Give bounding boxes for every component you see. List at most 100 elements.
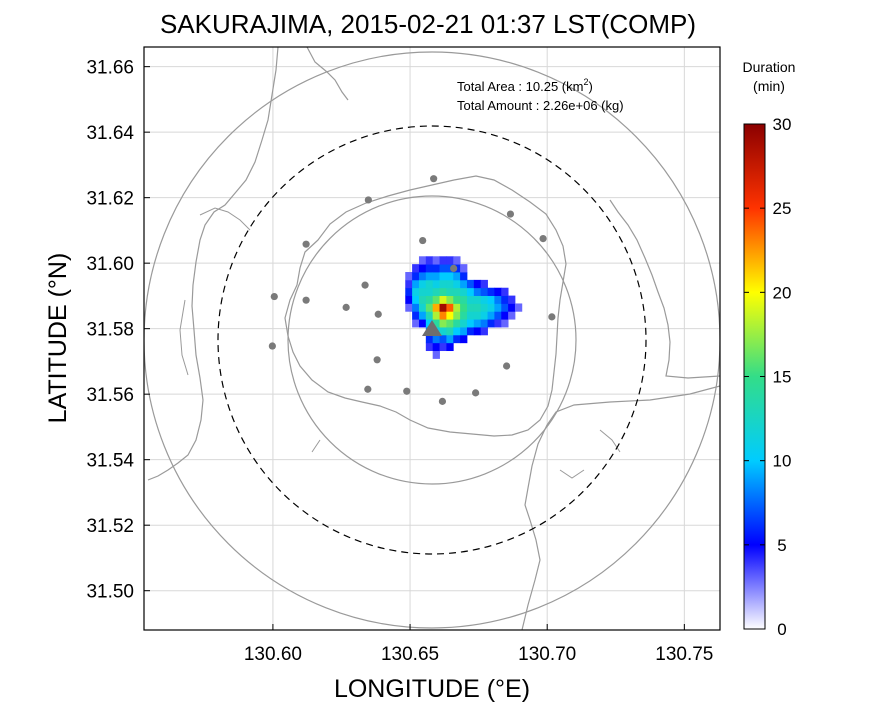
colorbar-tick-label-4: 20 — [773, 283, 792, 302]
duration-cell-73 — [453, 319, 461, 328]
radar-site-12 — [548, 313, 556, 321]
duration-cell-18 — [418, 279, 427, 289]
duration-cell-31 — [425, 272, 434, 281]
duration-cell-124 — [501, 311, 509, 320]
radar-site-11 — [374, 310, 382, 318]
duration-cell-105 — [473, 279, 482, 289]
duration-cell-112 — [480, 279, 488, 289]
coastline-west — [147, 47, 279, 481]
duration-cell-20 — [418, 264, 427, 273]
duration-cell-81 — [453, 256, 461, 265]
duration-cell-9 — [412, 287, 420, 296]
total-amount-text: Total Amount : 2.26e+06 (kg) — [457, 98, 624, 113]
x-axis-label: LONGITUDE (°E) — [334, 675, 530, 703]
duration-cell-36 — [432, 334, 440, 344]
y-tick-label-4: 31.58 — [86, 320, 134, 341]
duration-cell-115 — [487, 303, 495, 312]
x-tick-label-1: 130.65 — [381, 644, 439, 665]
duration-cell-72 — [453, 327, 461, 336]
duration-cell-125 — [501, 303, 509, 312]
duration-cell-104 — [473, 287, 482, 296]
duration-cell-60 — [446, 334, 454, 344]
x-tick-label-3: 130.75 — [655, 644, 713, 665]
duration-cell-13 — [418, 319, 427, 328]
colorbar-tick-label-5: 25 — [773, 199, 792, 218]
duration-cell-117 — [487, 287, 495, 296]
duration-cell-66 — [446, 287, 454, 296]
duration-cell-108 — [480, 311, 488, 320]
duration-cell-30 — [425, 279, 434, 289]
duration-cell-76 — [453, 295, 461, 304]
total-area-superscript: 2 — [583, 77, 588, 87]
duration-cell-35 — [432, 342, 440, 352]
duration-cell-42 — [432, 287, 440, 296]
radar-site-1 — [364, 196, 372, 204]
range-circle-dashed — [217, 125, 647, 555]
duration-cell-1 — [405, 295, 413, 304]
duration-cell-130 — [508, 295, 516, 304]
duration-cell-5 — [412, 319, 420, 328]
y-tick-label-8: 31.66 — [86, 58, 134, 79]
duration-cell-109 — [480, 303, 488, 312]
plot-frame — [143, 46, 721, 631]
duration-cell-52 — [439, 303, 447, 312]
duration-cell-53 — [439, 295, 447, 304]
total-area-label: Total Area : 10.25 (km — [457, 79, 583, 94]
radar-site-15 — [503, 362, 511, 370]
duration-cell-49 — [439, 327, 447, 336]
radar-site-17 — [403, 387, 411, 395]
duration-cell-32 — [425, 264, 434, 273]
duration-cell-87 — [460, 295, 468, 304]
duration-cell-114 — [487, 311, 495, 320]
duration-cell-21 — [418, 256, 427, 265]
duration-cell-44 — [432, 272, 440, 281]
duration-cell-123 — [501, 319, 509, 328]
duration-cell-28 — [425, 295, 434, 304]
duration-cell-100 — [473, 319, 482, 328]
duration-cell-83 — [460, 327, 468, 336]
duration-cell-57 — [439, 264, 447, 273]
radar-site-13 — [268, 342, 276, 350]
duration-cell-94 — [466, 311, 475, 320]
coastline-east — [306, 47, 720, 379]
duration-cell-69 — [446, 264, 454, 273]
duration-cell-120 — [494, 303, 502, 312]
duration-cell-43 — [432, 279, 440, 289]
duration-cell-102 — [473, 303, 482, 312]
duration-cell-33 — [425, 256, 434, 265]
y-tick-label-3: 31.56 — [86, 385, 134, 406]
island-inner-coast — [179, 207, 621, 479]
duration-cell-48 — [439, 334, 447, 344]
duration-cell-11 — [412, 272, 420, 281]
coastline-southeast — [521, 385, 720, 630]
radar-site-14 — [373, 356, 381, 364]
duration-cell-4 — [405, 272, 413, 281]
duration-cell-2 — [405, 287, 413, 296]
colorbar-tick-label-6: 30 — [773, 115, 792, 134]
y-tick-label-7: 31.64 — [86, 123, 134, 144]
duration-cell-15 — [418, 303, 427, 312]
colorbar-title-line2: (min) — [753, 78, 785, 94]
map-layer — [144, 47, 720, 630]
axis-ticks: 130.60 130.65 130.70 130.75 31.50 31.52 31.54 3… — [86, 58, 713, 665]
duration-cell-97 — [466, 287, 475, 296]
x-tick-label-0: 130.60 — [244, 644, 302, 665]
duration-cell-67 — [446, 279, 454, 289]
radar-site-0 — [430, 175, 438, 183]
duration-cell-56 — [439, 272, 447, 281]
duration-cell-96 — [466, 295, 475, 304]
duration-cell-106 — [480, 327, 488, 336]
duration-cell-85 — [460, 311, 468, 320]
duration-cell-27 — [425, 303, 434, 312]
duration-cell-126 — [501, 295, 509, 304]
duration-cell-101 — [473, 311, 482, 320]
crater-marker-icon — [422, 320, 442, 336]
duration-cell-14 — [418, 311, 427, 320]
duration-cell-121 — [494, 295, 502, 304]
duration-cell-19 — [418, 272, 427, 281]
duration-cell-65 — [446, 295, 454, 304]
total-area-close: ) — [588, 79, 592, 94]
y-tick-label-0: 31.50 — [86, 582, 134, 603]
duration-cell-3 — [405, 279, 413, 289]
duration-cell-78 — [453, 279, 461, 289]
